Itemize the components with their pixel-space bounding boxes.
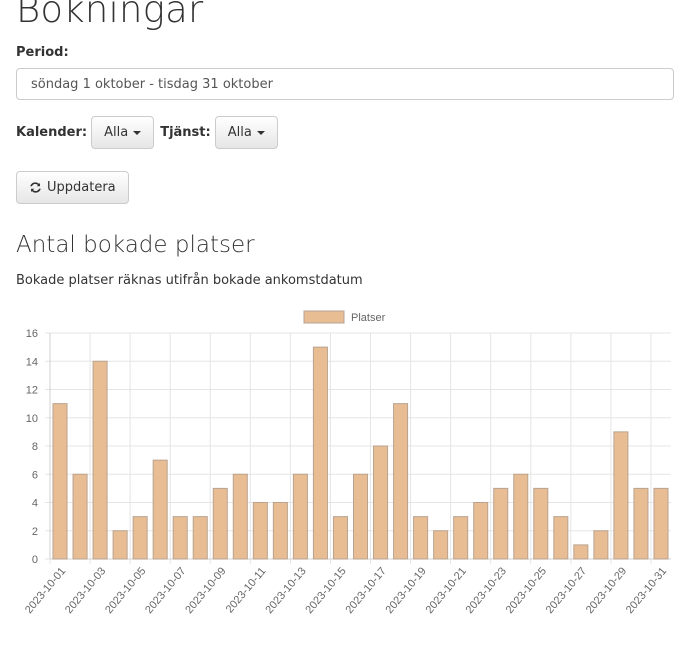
x-tick-label: 2023-10-21 [424,565,469,616]
x-tick-label: 2023-10-29 [584,565,629,616]
filters-row: Kalender: Alla Tjänst: Alla [16,116,278,149]
x-tick-label: 2023-10-01 [23,565,68,616]
bar[interactable] [272,502,288,560]
x-tick-label: 2023-10-19 [384,565,429,616]
y-tick-label: 8 [32,441,38,453]
service-value: Alla [227,125,252,140]
x-tick-label: 2023-10-23 [464,565,509,616]
bar[interactable] [533,487,549,560]
section-title: Antal bokade platser [16,232,255,258]
legend-swatch[interactable] [303,310,345,324]
bar[interactable] [252,502,268,560]
bar[interactable] [633,487,649,560]
legend-label[interactable]: Platser [351,312,386,324]
y-tick-label: 12 [26,385,38,397]
y-tick-label: 14 [26,356,38,368]
bar[interactable] [312,346,328,560]
bar[interactable] [413,516,429,560]
bar[interactable] [152,459,168,560]
calendar-label: Kalender: [16,125,88,140]
bar[interactable] [653,487,669,560]
bar[interactable] [453,516,469,560]
section-subtitle: Bokade platser räknas utifrån bokade ank… [16,273,363,288]
bar[interactable] [473,502,489,560]
bar[interactable] [352,473,369,560]
chevron-down-icon [133,130,142,135]
bar[interactable] [292,473,308,560]
calendar-dropdown[interactable]: Alla [91,116,155,149]
x-tick-label: 2023-10-05 [103,565,148,616]
bar[interactable] [332,516,348,560]
refresh-icon [30,182,41,193]
bar[interactable] [613,431,629,560]
bar[interactable] [433,530,449,560]
y-tick-label: 16 [26,328,38,340]
bar[interactable] [393,403,409,560]
x-tick-label: 2023-10-13 [263,565,308,616]
x-tick-label: 2023-10-27 [544,565,589,616]
bar[interactable] [373,445,389,560]
bar[interactable] [172,516,188,560]
page-title: Bokningar [16,0,204,31]
y-tick-label: 6 [32,469,38,481]
x-tick-label: 2023-10-31 [624,565,669,616]
bar[interactable] [92,360,108,560]
period-label: Period: [16,45,69,60]
bar[interactable] [553,516,569,560]
y-tick-label: 2 [32,526,38,538]
bar[interactable] [132,516,148,560]
period-value: söndag 1 oktober - tisdag 31 oktober [31,76,273,92]
period-input[interactable]: söndag 1 oktober - tisdag 31 oktober [16,68,674,100]
x-tick-label: 2023-10-03 [63,565,108,616]
x-tick-label: 2023-10-07 [143,565,188,616]
bar[interactable] [573,544,589,560]
bar[interactable] [52,403,68,560]
update-label: Uppdatera [47,180,116,195]
y-tick-label: 10 [26,413,38,425]
y-tick-label: 0 [32,554,38,566]
bar[interactable] [593,530,609,560]
bookings-bar-chart: 02468101214162023-10-012023-10-032023-10… [23,310,671,616]
chevron-down-icon [256,130,265,135]
x-tick-label: 2023-10-11 [224,565,269,615]
service-label: Tjänst: [160,125,211,140]
service-dropdown[interactable]: Alla [214,116,278,149]
bar[interactable] [72,473,88,560]
calendar-value: Alla [104,125,129,140]
bar[interactable] [232,473,248,560]
x-tick-label: 2023-10-15 [303,565,348,616]
update-button[interactable]: Uppdatera [16,171,129,204]
y-tick-label: 4 [32,498,38,510]
bar[interactable] [192,516,208,560]
x-tick-label: 2023-10-09 [183,565,228,616]
bar[interactable] [212,487,228,560]
bar[interactable] [112,530,128,560]
x-tick-label: 2023-10-17 [343,565,388,616]
x-tick-label: 2023-10-25 [504,565,549,616]
bar[interactable] [513,473,529,560]
bar[interactable] [493,487,509,560]
